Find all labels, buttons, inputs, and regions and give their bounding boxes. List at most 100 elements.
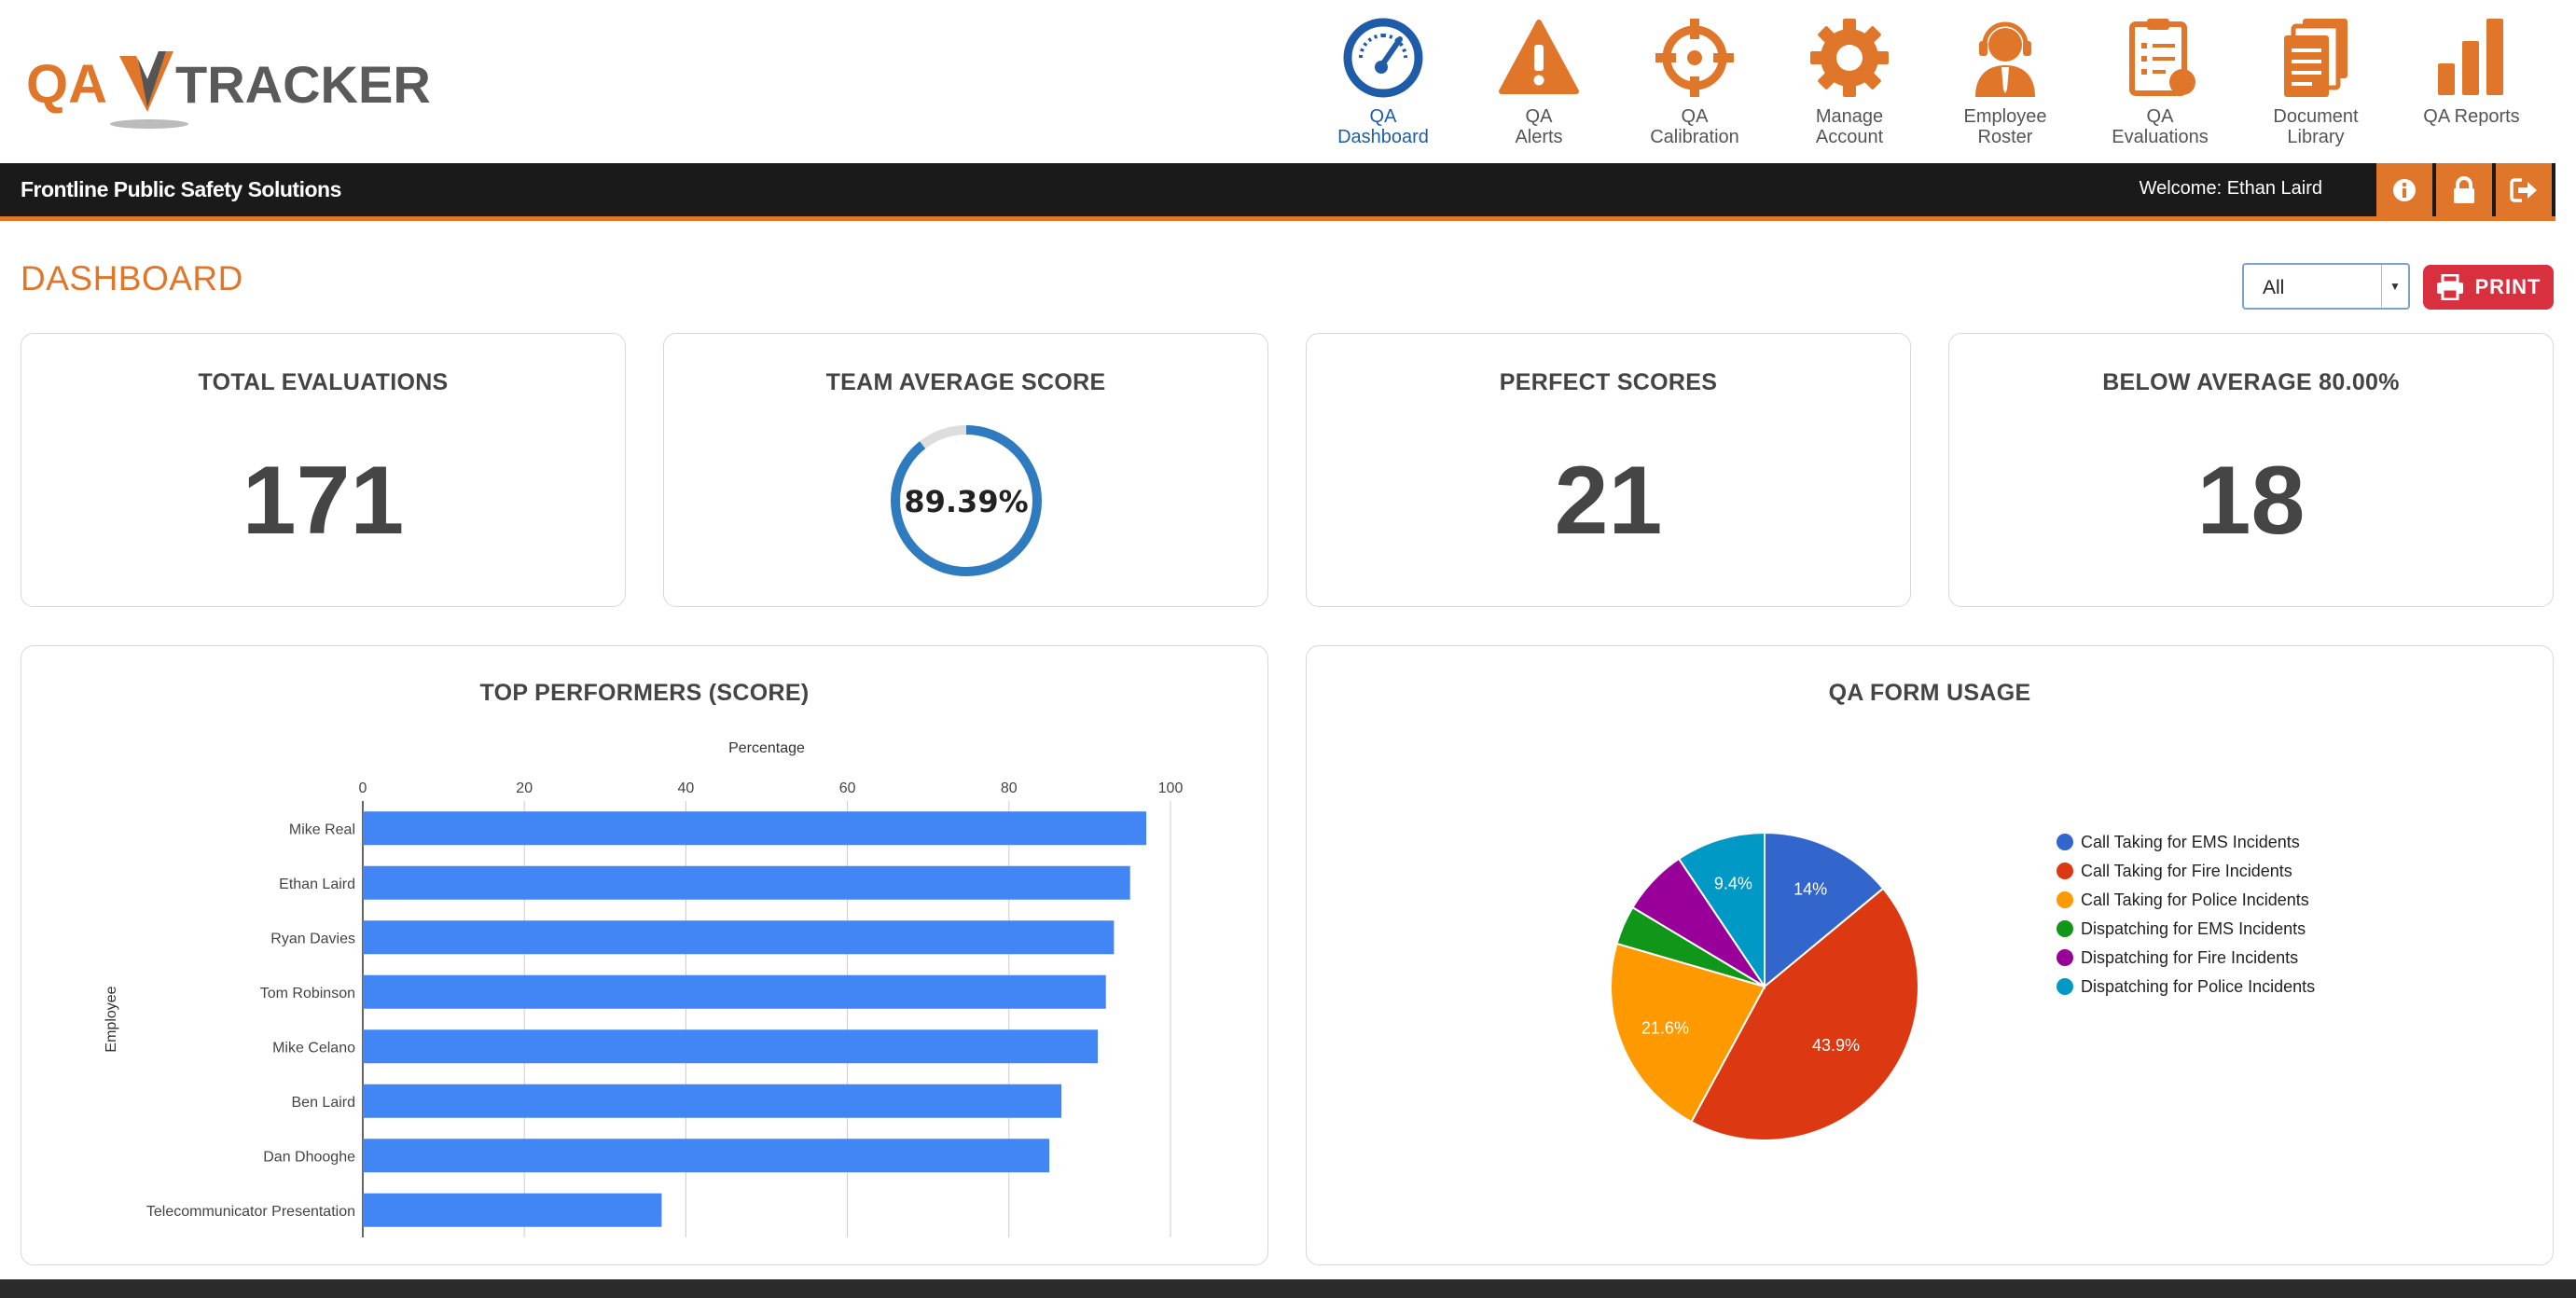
filter-select[interactable]: All ▼ bbox=[2242, 263, 2410, 310]
qa-tracker-logo[interactable]: QA TRACKER bbox=[26, 42, 492, 135]
legend-marker bbox=[2057, 920, 2073, 937]
category-label: Mike Celano bbox=[272, 1040, 355, 1056]
card-title: TOTAL EVALUATIONS bbox=[198, 369, 449, 395]
legend-marker bbox=[2057, 978, 2073, 995]
pie-slice bbox=[1677, 831, 1766, 990]
documents-icon bbox=[2284, 19, 2347, 97]
legend-label: Call Taking for Police Incidents bbox=[2081, 891, 2309, 909]
print-button[interactable]: PRINT bbox=[2423, 265, 2554, 310]
legend-label: Dispatching for Police Incidents bbox=[2081, 977, 2315, 996]
total-evaluations-value: 171 bbox=[242, 447, 405, 555]
bar bbox=[363, 920, 1115, 955]
nav-label: QA Evaluations bbox=[2112, 106, 2209, 147]
category-label: Ethan Laird bbox=[279, 877, 355, 892]
printer-icon bbox=[2436, 274, 2463, 300]
lock-button[interactable] bbox=[2436, 163, 2492, 216]
crosshair-icon bbox=[1655, 19, 1734, 97]
nav-label: QA Reports bbox=[2423, 106, 2520, 127]
category-label: Dan Dhooghe bbox=[263, 1149, 355, 1165]
gauge-fill bbox=[891, 425, 1042, 576]
slice-label: 43.9% bbox=[1812, 1036, 1860, 1055]
legend-marker bbox=[2057, 834, 2073, 850]
info-button[interactable] bbox=[2376, 163, 2432, 216]
legend-marker bbox=[2057, 863, 2073, 879]
nav-label: Manage Account bbox=[1815, 106, 1884, 147]
slice-label: 9.4% bbox=[1714, 874, 1752, 892]
x-tick-label: 40 bbox=[678, 780, 695, 796]
x-tick-label: 80 bbox=[1001, 780, 1018, 796]
x-tick-label: 0 bbox=[359, 780, 367, 796]
bar bbox=[363, 1139, 1050, 1173]
gear-icon bbox=[1810, 19, 1889, 97]
logout-button[interactable] bbox=[2496, 163, 2552, 216]
pie-slice bbox=[1610, 942, 1766, 1124]
bar bbox=[363, 974, 1106, 1009]
card-title: PERFECT SCORES bbox=[1499, 369, 1718, 395]
top-performers-chart: Percentage 0 20 40 60 80 100 Mike Real Ethan Lai… bbox=[104, 740, 1184, 1237]
legend-label: Dispatching for EMS Incidents bbox=[2081, 919, 2306, 938]
page-title: DASHBOARD bbox=[21, 259, 243, 297]
card-title: TEAM AVERAGE SCORE bbox=[825, 369, 1106, 395]
perfect-scores-value: 21 bbox=[1554, 447, 1663, 555]
nav-label: QA Calibration bbox=[1650, 106, 1739, 147]
nav-label: QA Alerts bbox=[1515, 106, 1563, 147]
welcome-text: Welcome: Ethan Laird bbox=[2139, 178, 2322, 199]
nav-qa-evaluations[interactable]: QA Evaluations bbox=[2085, 17, 2235, 157]
team-average-gauge: 89.39% bbox=[891, 425, 1042, 576]
y-axis-label: Employee bbox=[104, 986, 119, 1052]
category-label: Tom Robinson bbox=[260, 986, 355, 1001]
headset-person-icon bbox=[1975, 21, 2035, 97]
perfect-scores-card: PERFECT SCORES 21 bbox=[1306, 333, 1911, 607]
account-bar: Frontline Public Safety Solutions Welcom… bbox=[0, 163, 2555, 221]
organization-name: Frontline Public Safety Solutions bbox=[21, 177, 341, 201]
below-average-card: BELOW AVERAGE 80.00% 18 bbox=[1948, 333, 2554, 607]
card-title: BELOW AVERAGE 80.00% bbox=[2102, 369, 2400, 395]
legend-marker bbox=[2057, 949, 2073, 966]
total-evaluations-card: TOTAL EVALUATIONS 171 bbox=[21, 333, 626, 607]
x-tick-label: 60 bbox=[839, 780, 856, 796]
logo-text-qa: QA bbox=[26, 54, 107, 115]
team-average-value: 89.39% bbox=[904, 484, 1028, 519]
nav-qa-calibration[interactable]: QA Calibration bbox=[1620, 17, 1769, 157]
warning-icon bbox=[1499, 20, 1579, 94]
clipboard-icon bbox=[2129, 19, 2195, 96]
bar bbox=[363, 1084, 1062, 1118]
chevron-down-icon[interactable]: ▼ bbox=[2381, 265, 2408, 308]
x-axis-label: Percentage bbox=[728, 740, 805, 756]
chart-title: TOP PERFORMERS (SCORE) bbox=[479, 680, 810, 706]
category-label: Telecommunicator Presentation bbox=[146, 1204, 355, 1220]
lock-icon bbox=[2454, 175, 2474, 203]
nav-employee-roster[interactable]: Employee Roster bbox=[1931, 17, 2080, 157]
legend-marker bbox=[2057, 891, 2073, 908]
nav-label: Document Library bbox=[2273, 106, 2359, 147]
nav-manage-account[interactable]: Manage Account bbox=[1775, 17, 1924, 157]
category-label: Ryan Davies bbox=[270, 931, 355, 946]
category-label: Ben Laird bbox=[292, 1095, 356, 1111]
x-tick-label: 100 bbox=[1158, 780, 1184, 796]
legend-label: Dispatching for Fire Incidents bbox=[2081, 948, 2298, 967]
print-label: PRINT bbox=[2474, 275, 2541, 298]
nav-document-library[interactable]: Document Library bbox=[2241, 17, 2390, 157]
slice-label: 14% bbox=[1794, 879, 1827, 898]
filter-select-value: All bbox=[2263, 277, 2285, 298]
bar bbox=[363, 1193, 662, 1227]
nav-qa-reports[interactable]: QA Reports bbox=[2397, 17, 2546, 157]
chart-title: QA FORM USAGE bbox=[1828, 680, 2031, 706]
top-header: QA TRACKER QA Dashboard Q bbox=[0, 0, 2576, 163]
below-average-value: 18 bbox=[2196, 447, 2306, 555]
bar bbox=[363, 811, 1147, 846]
slice-label: 21.6% bbox=[1641, 1019, 1689, 1038]
nav-qa-alerts[interactable]: QA Alerts bbox=[1464, 17, 1613, 157]
legend-label: Call Taking for EMS Incidents bbox=[2081, 833, 2300, 851]
background-window-strip bbox=[0, 1279, 2576, 1298]
logo-text-tracker: TRACKER bbox=[175, 55, 431, 114]
speedometer-icon bbox=[1343, 18, 1423, 98]
x-tick-label: 20 bbox=[516, 780, 533, 796]
team-average-card: TEAM AVERAGE SCORE 89.39% bbox=[663, 333, 1268, 607]
nav-qa-dashboard[interactable]: QA Dashboard bbox=[1309, 17, 1458, 157]
bar bbox=[363, 1029, 1099, 1064]
pie-slice bbox=[1690, 887, 1919, 1141]
qa-form-usage-card: QA FORM USAGE 14% 43.9% 21.6% 9.4% Call Taki… bbox=[1306, 645, 2554, 1265]
qa-form-usage-chart: 14% 43.9% 21.6% 9.4% Call Taking for EMS Inc… bbox=[1610, 831, 2315, 1141]
